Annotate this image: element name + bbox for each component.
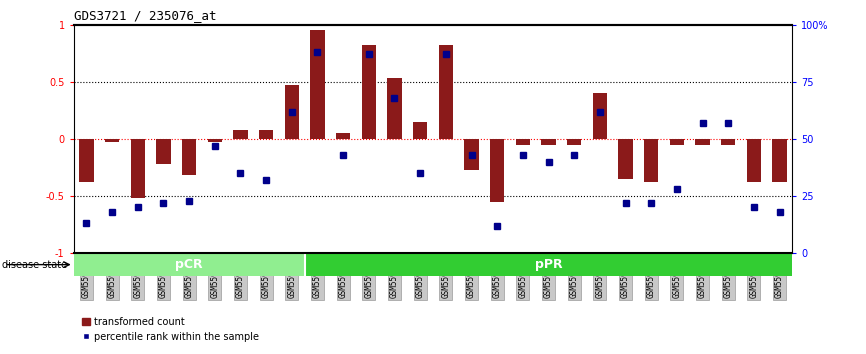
Bar: [721, 139, 735, 145]
Bar: [593, 93, 607, 139]
Bar: [80, 139, 94, 182]
Bar: [105, 139, 120, 142]
Bar: [516, 139, 530, 145]
Bar: [387, 79, 402, 139]
Bar: [464, 139, 479, 170]
Bar: [669, 139, 684, 145]
Bar: [208, 139, 222, 142]
Bar: [695, 139, 709, 145]
Bar: [772, 139, 786, 182]
Text: GDS3721 / 235076_at: GDS3721 / 235076_at: [74, 9, 216, 22]
Bar: [259, 130, 273, 139]
Bar: [74, 253, 305, 276]
Text: pPR: pPR: [534, 258, 562, 271]
Bar: [362, 45, 376, 139]
Bar: [541, 139, 556, 145]
Bar: [305, 253, 792, 276]
Bar: [567, 139, 581, 145]
Text: pCR: pCR: [175, 258, 203, 271]
Bar: [336, 133, 350, 139]
Bar: [285, 85, 299, 139]
Text: disease state: disease state: [2, 259, 67, 270]
Bar: [131, 139, 145, 198]
Bar: [234, 130, 248, 139]
Bar: [490, 139, 504, 202]
Bar: [157, 139, 171, 164]
Bar: [310, 30, 325, 139]
Legend: transformed count, percentile rank within the sample: transformed count, percentile rank withi…: [79, 313, 263, 346]
Bar: [644, 139, 658, 182]
Bar: [618, 139, 632, 179]
Bar: [439, 45, 453, 139]
Bar: [413, 122, 427, 139]
Bar: [182, 139, 197, 176]
Bar: [746, 139, 761, 182]
